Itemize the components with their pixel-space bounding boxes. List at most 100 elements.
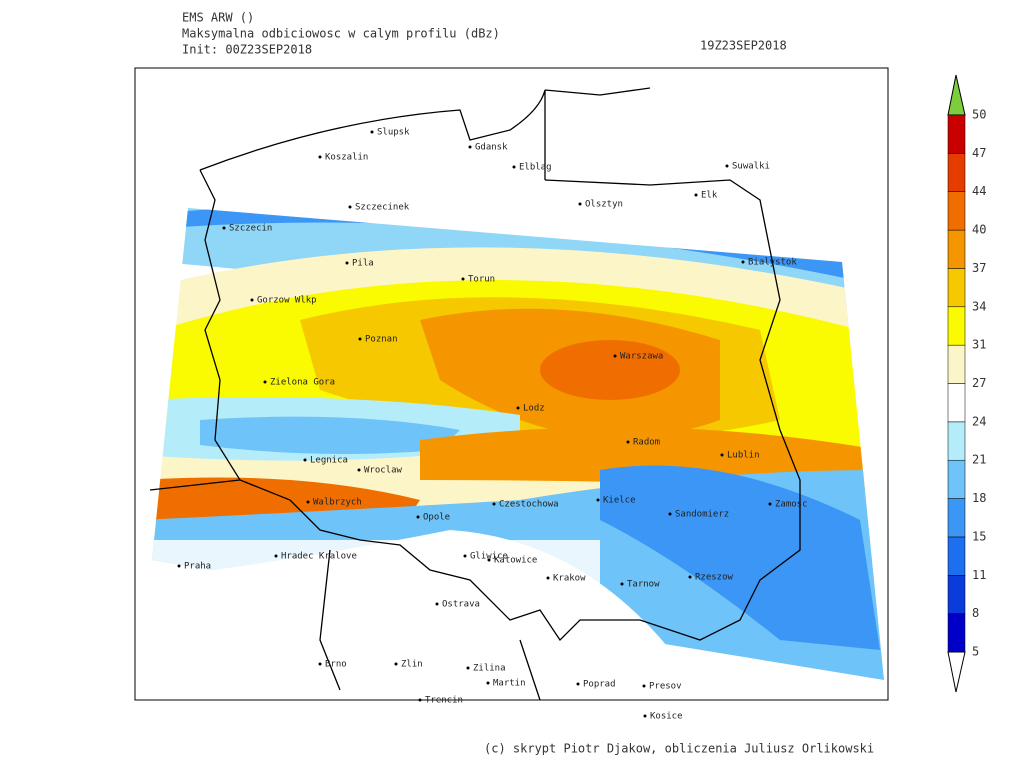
city-label: Legnica [310, 456, 348, 466]
city-dot [461, 277, 465, 281]
colorbar-box [947, 536, 966, 576]
city-dot [416, 515, 420, 519]
city-dot [348, 205, 352, 209]
city-label: Pila [352, 259, 374, 269]
city-label: Presov [649, 682, 682, 692]
footer: (c) skrypt Piotr Djakow, obliczenia Juli… [484, 742, 874, 756]
city-dot [303, 458, 307, 462]
city-label: Tarnow [627, 580, 660, 590]
city-dot [512, 165, 516, 169]
colorbar-label: 31 [972, 338, 986, 352]
colorbar-label: 27 [972, 376, 986, 390]
city-dot [768, 502, 772, 506]
colorbar-label: 5 [972, 645, 979, 659]
city-dot [468, 145, 472, 149]
colorbar-label: 21 [972, 453, 986, 467]
city-dot [694, 193, 698, 197]
model: EMS ARW () [182, 11, 254, 25]
city-dot [463, 554, 467, 558]
city-dot [576, 682, 580, 686]
city-dot [725, 164, 729, 168]
city-dot [516, 406, 520, 410]
city-label: Lublin [727, 451, 760, 461]
colorbar-box [947, 153, 966, 192]
colorbar-box [947, 306, 966, 346]
borders [149, 87, 801, 701]
city-label: Poprad [583, 680, 616, 690]
colorbar-label: 44 [972, 184, 986, 198]
city-label: Zilina [473, 664, 506, 674]
city-label: Olsztyn [585, 200, 623, 210]
city-label: Sandomierz [675, 510, 729, 520]
city-dot [720, 453, 724, 457]
colorbar-box [947, 575, 966, 614]
city-dot [318, 155, 322, 159]
city-label: Martin [493, 679, 526, 689]
city-label: Torun [468, 275, 495, 285]
city-dot [435, 602, 439, 606]
city-label: Zielona Gora [270, 378, 335, 388]
city-label: Walbrzych [313, 498, 362, 508]
init: Init: 00Z23SEP2018 [182, 43, 312, 57]
city-label: Slupsk [377, 128, 410, 138]
city-label: Wroclaw [364, 466, 403, 476]
colorbar-label: 40 [972, 223, 986, 237]
city-dot [358, 337, 362, 341]
city-dot [642, 684, 646, 688]
city-label: Zamosc [775, 500, 808, 510]
city-label: Trencin [425, 696, 463, 706]
city-label: Czestochowa [499, 500, 559, 510]
colorbar-box [947, 459, 966, 499]
colorbar-label: 18 [972, 491, 986, 505]
city-label: Ostrava [442, 600, 480, 610]
city-label: Radom [633, 438, 660, 448]
city-label: Szczecin [229, 224, 272, 234]
city-dot [643, 714, 647, 718]
city-label: Zlin [401, 660, 423, 670]
city-dot [578, 202, 582, 206]
colorbar-box [947, 268, 966, 308]
city-dot [222, 226, 226, 230]
city-label: Brno [325, 660, 347, 670]
colorbar-box [947, 229, 966, 269]
city-dot [620, 582, 624, 586]
city-dot [418, 698, 422, 702]
city-dot [274, 554, 278, 558]
city-label: Katowice [494, 556, 537, 566]
city-label: Bialystok [748, 258, 797, 268]
city-dot [492, 502, 496, 506]
city-label: Opole [423, 513, 450, 523]
colorbar-label: 11 [972, 568, 986, 582]
city-label: Kosice [650, 712, 683, 722]
city-label: Koszalin [325, 153, 368, 163]
city-dot [318, 662, 322, 666]
city-label: Gliwice [470, 552, 508, 562]
city-label: Hradec Kralove [281, 552, 357, 562]
city-dot [357, 468, 361, 472]
city-label: Lodz [523, 404, 545, 414]
colorbar-box [947, 344, 966, 384]
city-dot [596, 498, 600, 502]
valid: 19Z23SEP2018 [700, 39, 787, 53]
colorbar-label: 37 [972, 261, 986, 275]
colorbar-box [947, 421, 966, 461]
city-label: Elk [701, 191, 718, 201]
colorbar-box [947, 383, 966, 423]
colorbar-label: 50 [972, 108, 986, 122]
city-label: Praha [184, 562, 211, 572]
colorbar-label: 24 [972, 414, 986, 428]
city-label: Rzeszow [695, 573, 734, 583]
colorbar-label: 47 [972, 146, 986, 160]
city-dot [177, 564, 181, 568]
colorbar-label: 34 [972, 299, 986, 313]
city-label: Gdansk [475, 143, 508, 153]
city-label: Gorzow Wlkp [257, 296, 317, 306]
colorbar: 5 8 11 15 18 21 24 27 31 34 37 40 44 47 50 [947, 74, 986, 693]
colorbar-label: 15 [972, 529, 986, 543]
city-label: Poznan [365, 335, 398, 345]
city-dot [263, 380, 267, 384]
city-dot [546, 576, 550, 580]
city-dot [688, 575, 692, 579]
city-dot [486, 681, 490, 685]
